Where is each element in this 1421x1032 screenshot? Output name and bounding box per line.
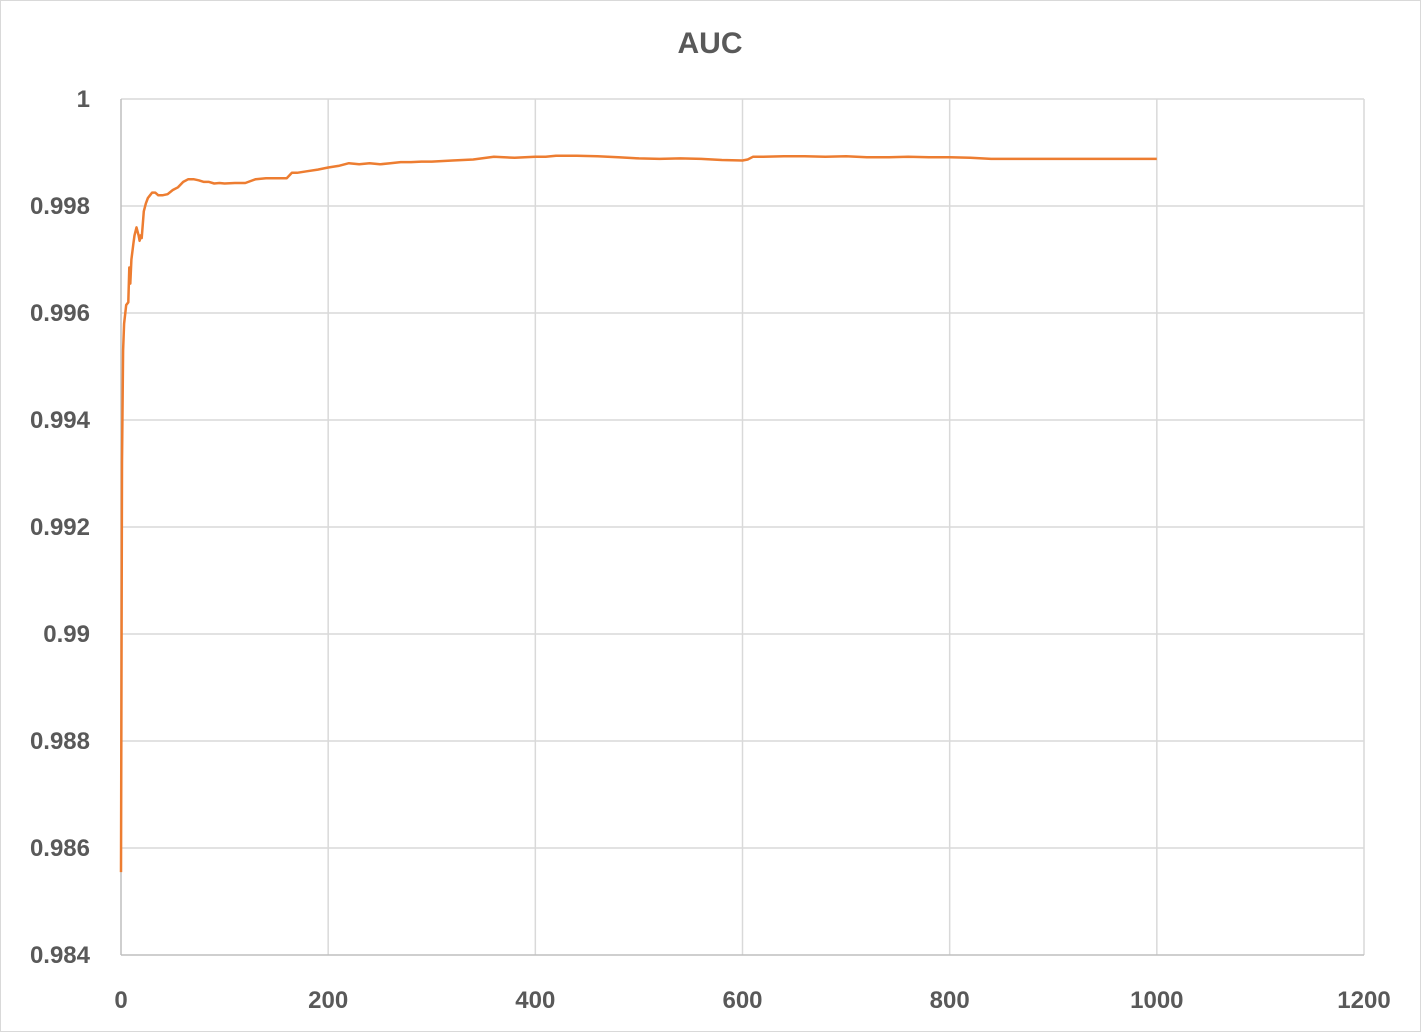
y-tick-label: 1 xyxy=(77,86,90,113)
y-tick-label: 0.998 xyxy=(30,193,90,220)
x-tick-label: 400 xyxy=(515,987,555,1014)
y-tick-label: 0.984 xyxy=(30,942,91,969)
y-tick-label: 0.992 xyxy=(30,514,90,541)
y-tick-label: 0.99 xyxy=(43,621,90,648)
y-tick-label: 0.994 xyxy=(30,407,91,434)
x-axis-tick-labels: 0 200 400 600 800 1000 1200 xyxy=(114,987,1390,1014)
gridlines xyxy=(121,98,1365,955)
y-tick-label: 0.996 xyxy=(30,300,90,327)
y-axis-tick-labels: 0.984 0.986 0.988 0.99 0.992 0.994 0.996 0.998 1 xyxy=(30,86,91,969)
series-line xyxy=(119,154,1157,873)
y-tick-label: 0.988 xyxy=(30,728,90,755)
x-tick-label: 800 xyxy=(930,987,970,1014)
chart-title: AUC xyxy=(678,27,743,60)
x-tick-label: 600 xyxy=(722,987,762,1014)
y-tick-label: 0.986 xyxy=(30,835,90,862)
x-tick-label: 1000 xyxy=(1130,987,1183,1014)
x-tick-label: 200 xyxy=(308,987,348,1014)
series-group xyxy=(119,154,1157,873)
x-tick-label: 1200 xyxy=(1337,987,1390,1014)
x-tick-label: 0 xyxy=(114,987,127,1014)
